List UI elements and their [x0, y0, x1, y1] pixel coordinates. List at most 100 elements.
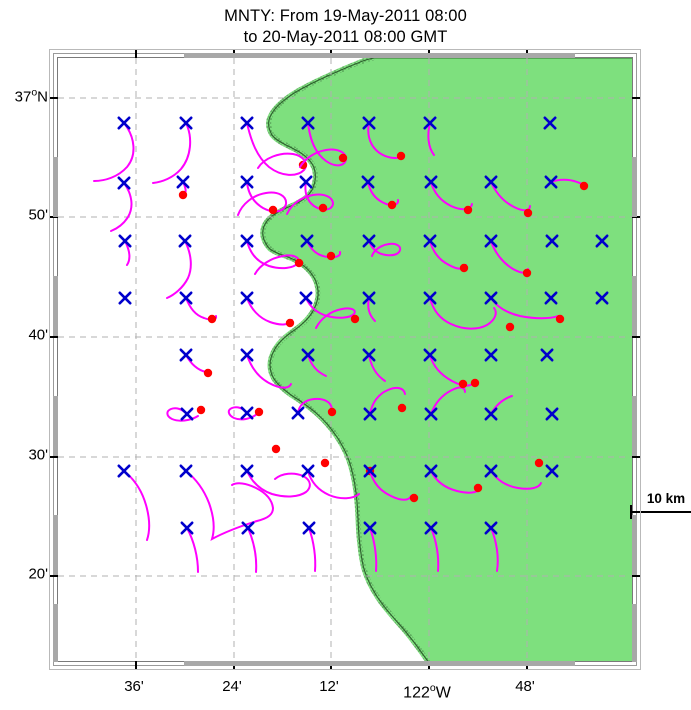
scale-bar-end-left — [630, 505, 632, 519]
trajectory-path — [247, 527, 258, 573]
y-tick-minor — [53, 396, 58, 456]
end-point-dot — [473, 483, 483, 493]
y-tick-major-right — [632, 575, 641, 577]
release-point-x-icon — [302, 521, 316, 535]
trajectory-path — [307, 470, 360, 500]
trajectory-layer — [93, 116, 609, 573]
trajectory-path — [93, 122, 135, 182]
release-point-x-icon — [423, 291, 437, 305]
release-point-x-icon — [240, 348, 254, 362]
map-svg — [58, 58, 632, 661]
release-point-x-icon — [180, 407, 194, 421]
release-point-x-icon — [241, 521, 255, 535]
trajectory-path — [186, 527, 199, 573]
end-point-dot — [320, 458, 330, 468]
end-point-dot — [338, 153, 348, 163]
page-title: MNTY: From 19-May-2011 08:00 to 20-May-2… — [0, 6, 691, 48]
release-point-x-icon — [484, 234, 498, 248]
release-point-x-icon — [179, 464, 193, 478]
release-point-x-icon — [301, 116, 315, 130]
y-tick-major-right — [632, 216, 641, 218]
release-point-x-icon — [484, 175, 498, 189]
end-point-dot — [459, 263, 469, 273]
scale-bar: 10 km — [630, 491, 691, 521]
release-point-x-icon — [484, 464, 498, 478]
y-tick-minor-right — [632, 396, 637, 456]
trajectory-path — [427, 122, 435, 156]
trajectory-path — [369, 470, 412, 501]
trajectory-path — [246, 297, 293, 326]
x-tick-major-top — [135, 49, 137, 58]
end-point-dot — [505, 322, 515, 332]
x-axis-tick-label: 24' — [222, 678, 242, 695]
end-point-dot — [470, 378, 480, 388]
trajectory-path — [185, 470, 275, 542]
release-point-x-icon — [240, 406, 254, 420]
end-point-dot — [350, 314, 360, 324]
end-point-dot — [397, 403, 407, 413]
x-axis-tick-label: 48' — [515, 678, 535, 695]
x-axis-tick-label: 12' — [319, 678, 339, 695]
release-point-x-icon — [291, 406, 305, 420]
end-point-dot — [203, 368, 213, 378]
trajectory-path — [369, 386, 406, 415]
trajectory-path — [152, 122, 192, 184]
trajectory-path — [490, 297, 559, 320]
release-point-x-icon — [540, 348, 554, 362]
end-point-dot — [463, 205, 473, 215]
release-point-x-icon — [362, 116, 376, 130]
end-point-dot — [268, 205, 278, 215]
release-point-x-icon — [424, 464, 438, 478]
release-point-x-icon — [362, 234, 376, 248]
trajectory-path — [430, 527, 440, 572]
y-tick-minor — [53, 276, 58, 336]
end-point-dot — [178, 190, 188, 200]
release-point-x-icon — [545, 407, 559, 421]
x-tick-minor-top — [379, 53, 477, 58]
release-point-x-icon — [299, 291, 313, 305]
end-point-dot — [271, 444, 281, 454]
y-axis-tick-label: 40' — [28, 326, 48, 344]
release-point-x-icon — [117, 464, 131, 478]
trajectory-path — [369, 527, 378, 572]
end-point-dot — [318, 203, 328, 213]
trajectory-path — [246, 122, 307, 176]
y-tick-major-right — [632, 456, 641, 458]
x-tick-minor — [379, 661, 477, 666]
end-point-dot — [534, 458, 544, 468]
end-point-dot — [396, 151, 406, 161]
release-point-x-icon — [362, 291, 376, 305]
release-point-x-icon — [484, 291, 498, 305]
trajectory-path — [305, 297, 356, 329]
trajectory-path — [368, 240, 402, 257]
release-point-x-icon — [299, 175, 313, 189]
y-tick-minor-right — [632, 276, 637, 336]
trajectory-path — [227, 406, 258, 421]
land-polygon — [262, 58, 632, 661]
release-point-x-icon — [363, 407, 377, 421]
y-tick-minor — [53, 515, 58, 575]
x-axis-tick-label: 36' — [124, 678, 144, 695]
scale-bar-label: 10 km — [646, 491, 686, 506]
scale-bar-rule — [630, 511, 691, 513]
release-point-x-icon — [300, 234, 314, 248]
trajectory-path — [429, 354, 474, 387]
end-point-dot — [327, 407, 337, 417]
release-point-x-icon — [424, 407, 438, 421]
trajectory-path — [429, 297, 497, 330]
end-point-dot — [285, 318, 295, 328]
y-axis-tick-label: 37oN — [14, 86, 48, 106]
release-point-x-icon — [544, 291, 558, 305]
release-point-x-icon — [595, 234, 609, 248]
end-point-dot — [523, 208, 533, 218]
release-point-x-icon — [178, 234, 192, 248]
x-tick-major — [135, 661, 137, 670]
release-point-x-icon — [180, 521, 194, 535]
y-tick-major — [49, 336, 58, 338]
trajectory-path — [237, 181, 288, 216]
trajectory-path — [166, 407, 199, 422]
trajectory-path — [246, 354, 292, 389]
end-point-dot — [207, 314, 217, 324]
release-point-x-icon — [484, 521, 498, 535]
